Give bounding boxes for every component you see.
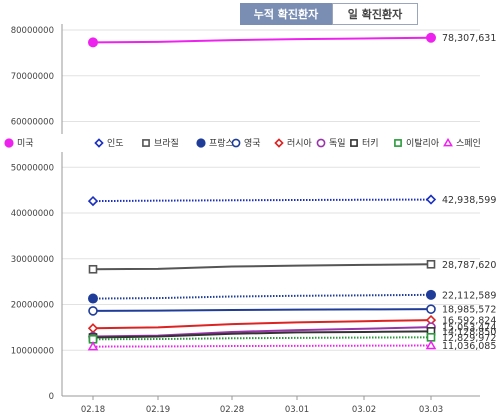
x-tick-label-5: 03.03 bbox=[419, 405, 443, 415]
legend-label-4: 영국 bbox=[244, 138, 261, 149]
y-tick-label-7: 70000000 bbox=[11, 72, 54, 82]
series-line-9 bbox=[92, 344, 432, 348]
series-point-3-start bbox=[88, 293, 98, 304]
legend-marker-1 bbox=[94, 138, 104, 148]
legend-label-8: 이탈리아 bbox=[406, 138, 440, 149]
series-line-2 bbox=[92, 263, 432, 271]
legend: 미국 인도 브라질 프랑스 영국 러시아 독일 터키 이탈리아 스페인 bbox=[0, 134, 500, 152]
legend-label-0: 미국 bbox=[17, 138, 34, 149]
legend-label-3: 프랑스 bbox=[209, 137, 234, 149]
series-point-1-end bbox=[425, 194, 437, 205]
legend-marker-7 bbox=[350, 139, 358, 147]
series-point-4-start bbox=[88, 306, 98, 316]
series-point-2-end bbox=[426, 259, 436, 269]
x-tick-label-1: 02.19 bbox=[146, 405, 170, 415]
series-end-label-9: 11,036,085 bbox=[442, 341, 496, 352]
legend-marker-3 bbox=[196, 138, 206, 148]
series-point-1-start bbox=[87, 195, 99, 207]
axes: 0 10000000 20000000 30000000 40000000 5000000… bbox=[11, 24, 480, 415]
series-line-0 bbox=[92, 36, 432, 44]
series-end-label-6: 15,053,474 bbox=[442, 323, 496, 334]
legend-label-9: 스페인 bbox=[456, 138, 481, 149]
series-end-label-2: 28,787,620 bbox=[442, 260, 496, 271]
series-point-9-end bbox=[425, 339, 437, 350]
series-point-3-end bbox=[426, 289, 436, 300]
series-end-label-3: 22,112,589 bbox=[442, 290, 496, 301]
series-1: 42,938,599 bbox=[87, 194, 496, 207]
legend-label-7: 터키 bbox=[362, 138, 379, 149]
y-tick-label-1: 10000000 bbox=[11, 346, 54, 356]
legend-marker-9 bbox=[443, 137, 453, 147]
series-point-9-start bbox=[87, 341, 99, 351]
series-end-label-1: 42,938,599 bbox=[442, 195, 496, 206]
legend-marker-0 bbox=[4, 138, 14, 148]
tab-cumulative-cases[interactable]: 누적 확진환자 bbox=[240, 3, 332, 25]
y-tick-label-2: 20000000 bbox=[11, 301, 54, 311]
series-2: 28,787,620 bbox=[88, 259, 496, 274]
series-line-8 bbox=[92, 336, 432, 341]
series-end-label-5: 16,592,824 bbox=[442, 316, 496, 327]
series-5: 16,592,824 bbox=[87, 314, 496, 334]
series-4: 18,985,572 bbox=[88, 304, 496, 316]
series-end-label-0: 78,307,631 bbox=[442, 33, 496, 44]
grid bbox=[62, 29, 480, 351]
legend-marker-6 bbox=[316, 138, 326, 148]
series-line-3 bbox=[92, 293, 432, 300]
y-tick-label-3: 30000000 bbox=[11, 255, 54, 265]
series-point-4-end bbox=[426, 304, 436, 314]
series-end-label-7: 14,128,850 bbox=[442, 327, 496, 338]
series-line-5 bbox=[92, 319, 432, 330]
y-tick-label-0: 0 bbox=[49, 392, 54, 402]
series-9: 11,036,085 bbox=[87, 339, 496, 352]
series-line-4 bbox=[92, 308, 432, 312]
legend-marker-8 bbox=[394, 139, 402, 147]
series-3: 22,112,589 bbox=[88, 289, 496, 304]
x-tick-label-0: 02.18 bbox=[81, 405, 105, 415]
legend-marker-5 bbox=[274, 138, 284, 148]
legend-label-5: 러시아 bbox=[287, 138, 313, 149]
series-0: 78,307,631 bbox=[88, 32, 496, 48]
y-tick-label-6: 60000000 bbox=[11, 118, 54, 128]
x-tick-label-3: 03.01 bbox=[285, 405, 309, 415]
series-line-7 bbox=[92, 330, 432, 339]
series-point-2-start bbox=[88, 264, 98, 274]
y-tick-label-5: 50000000 bbox=[11, 163, 54, 173]
series-point-0-start bbox=[88, 37, 98, 48]
series-line-1 bbox=[92, 198, 432, 203]
x-tick-label-2: 02.28 bbox=[220, 405, 244, 415]
y-tick-label-4: 40000000 bbox=[11, 209, 54, 219]
series-8: 12,829,972 bbox=[88, 333, 496, 344]
y-tick-label-8: 80000000 bbox=[11, 26, 54, 36]
series-point-0-end bbox=[426, 32, 436, 43]
legend-background bbox=[0, 134, 500, 152]
legend-label-1: 인도 bbox=[107, 138, 124, 149]
legend-marker-2 bbox=[142, 139, 150, 147]
x-tick-label-4: 03.02 bbox=[352, 405, 376, 415]
legend-label-6: 독일 bbox=[329, 138, 346, 149]
tab-bar: 누적 확진환자 일 확진환자 bbox=[240, 3, 418, 25]
series-point-5-start bbox=[87, 323, 99, 334]
series-point-8-end bbox=[426, 333, 436, 342]
series-end-label-4: 18,985,572 bbox=[442, 305, 496, 316]
legend-marker-4 bbox=[231, 138, 241, 148]
legend-label-2: 브라질 bbox=[154, 137, 179, 149]
tab-daily-cases[interactable]: 일 확진환자 bbox=[332, 3, 418, 25]
series-end-label-8: 12,829,972 bbox=[442, 333, 496, 344]
series-group: 78,307,631 42,938,599 28,787,620 22,112,589… bbox=[87, 32, 496, 352]
